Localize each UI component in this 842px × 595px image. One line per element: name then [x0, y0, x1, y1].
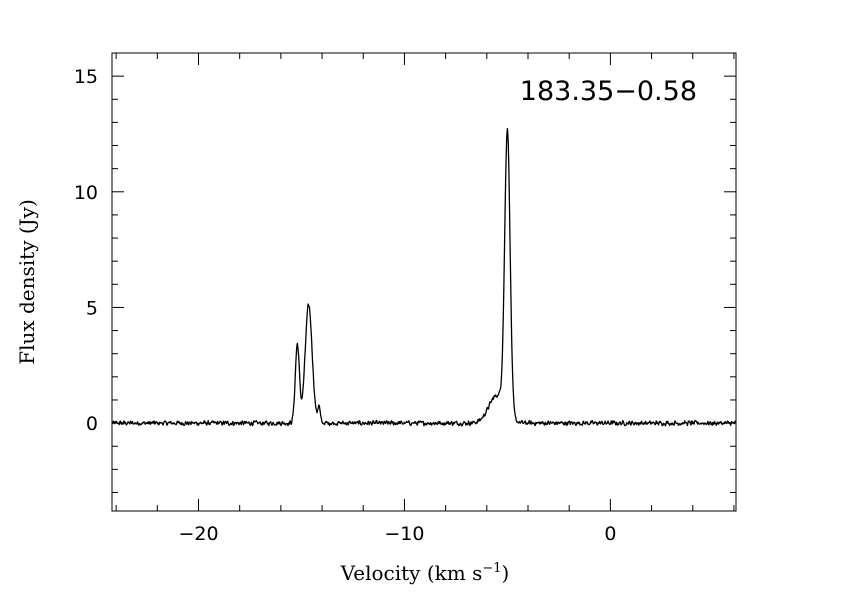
- plot-frame: [111, 52, 737, 512]
- y-tick-label: 10: [74, 182, 98, 204]
- x-axis-label-main: Velocity (km s: [340, 561, 483, 585]
- y-tick-label: 5: [86, 297, 98, 319]
- x-axis-label-sup: −1: [482, 561, 501, 576]
- spectrum-line: [111, 128, 737, 427]
- plot-frame-border: [111, 52, 737, 512]
- x-tick-label: −10: [384, 523, 424, 545]
- y-tick-label: 0: [86, 413, 98, 435]
- source-annotation: 183.35−0.58: [520, 76, 697, 107]
- x-axis-label: Velocity (km s−1): [340, 561, 510, 585]
- series: [111, 128, 737, 427]
- x-tick-label: −20: [178, 523, 218, 545]
- axis-ticks: [112, 52, 736, 511]
- x-tick-label: 0: [604, 523, 616, 545]
- y-axis-label: Flux density (Jy): [15, 199, 39, 365]
- tick-labels: −20 −10 0 0 5 10 15: [74, 66, 617, 545]
- x-axis-label-close: ): [502, 561, 510, 585]
- y-tick-label: 15: [74, 66, 98, 88]
